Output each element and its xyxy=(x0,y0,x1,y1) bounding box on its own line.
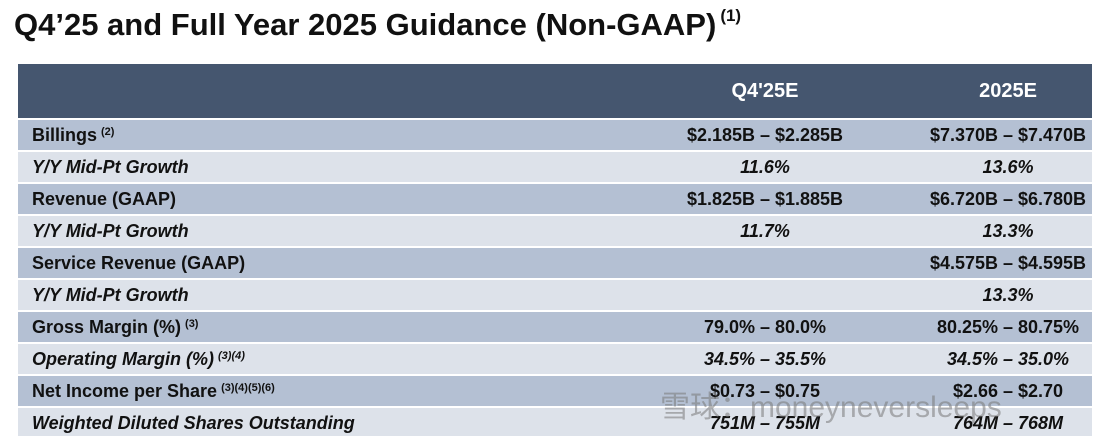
guidance-table: Q4'25E 2025E Billings (2) $2.185B – $2.285… xyxy=(18,64,1092,436)
table-row: Service Revenue (GAAP) $4.575B – $4.595B xyxy=(18,248,1092,280)
fy-value: 13.3% xyxy=(982,220,1034,241)
watermark: 雪球：moneyneversleeps xyxy=(660,391,1002,424)
q4-value: $0.73 – $0.75 xyxy=(709,380,821,401)
fy-value: $7.370B – $7.470B xyxy=(929,124,1087,145)
row-label: Gross Margin (%) xyxy=(32,316,182,337)
table-row: Operating Margin (%) (3)(4) 34.5% – 35.5% 3… xyxy=(18,344,1092,376)
q4-value: 79.0% – 80.0% xyxy=(703,316,827,337)
fy-value: 80.25% – 80.75% xyxy=(936,316,1080,337)
fy-value: $2.66 – $2.70 xyxy=(952,380,1064,401)
row-label: Operating Margin (%) xyxy=(32,348,215,369)
table-row: Revenue (GAAP) $1.825B – $1.885B $6.720B –… xyxy=(18,184,1092,216)
row-label: Weighted Diluted Shares Outstanding xyxy=(32,412,355,433)
row-label-cell: Y/Y Mid-Pt Growth xyxy=(18,221,650,242)
title-note: (1) xyxy=(720,6,742,25)
row-label-cell: Billings (2) xyxy=(18,125,650,146)
footnote-ref: (2) xyxy=(101,125,115,138)
table-row: Y/Y Mid-Pt Growth 13.3% xyxy=(18,280,1092,312)
q4-value: 34.5% – 35.5% xyxy=(703,348,827,369)
footnote-ref: (3)(4) xyxy=(218,349,245,362)
table-row: Gross Margin (%) (3) 79.0% – 80.0% 80.25% –… xyxy=(18,312,1092,344)
row-label: Revenue (GAAP) xyxy=(32,188,177,209)
header-row: Q4'25E 2025E xyxy=(18,64,1092,120)
q4-value: 11.6% xyxy=(740,156,790,177)
table-row: Weighted Diluted Shares Outstanding 751M … xyxy=(18,408,1092,436)
row-label: Service Revenue (GAAP) xyxy=(32,252,246,273)
row-label-cell: Gross Margin (%) (3) xyxy=(18,317,650,338)
row-label-cell: Service Revenue (GAAP) xyxy=(18,253,650,274)
footnote-ref: (3) xyxy=(185,317,199,330)
row-label-cell: Revenue (GAAP) xyxy=(18,189,650,210)
q4-value: $1.825B – $1.885B xyxy=(686,188,844,209)
row-label-cell: Operating Margin (%) (3)(4) xyxy=(18,349,650,370)
fy-value: $6.720B – $6.780B xyxy=(929,188,1087,209)
row-label-cell: Y/Y Mid-Pt Growth xyxy=(18,285,650,306)
table-row: Net Income per Share (3)(4)(5)(6) $0.73 – … xyxy=(18,376,1092,408)
table-row: Billings (2) $2.185B – $2.285B $7.370B – $7… xyxy=(18,120,1092,152)
title-text: Q4’25 and Full Year 2025 Guidance (Non-G… xyxy=(14,7,717,42)
row-label-cell: Weighted Diluted Shares Outstanding xyxy=(18,413,650,434)
table-row: Y/Y Mid-Pt Growth 11.6% 13.6% xyxy=(18,152,1092,184)
row-label-cell: Y/Y Mid-Pt Growth xyxy=(18,157,650,178)
fy-value: $4.575B – $4.595B xyxy=(929,252,1087,273)
q4-value: $2.185B – $2.285B xyxy=(686,124,844,145)
row-label: Y/Y Mid-Pt Growth xyxy=(32,156,189,177)
row-label: Net Income per Share xyxy=(32,380,218,401)
fy-value: 764M – 768M xyxy=(952,412,1064,433)
header-cell: 2025E xyxy=(979,79,1037,102)
q4-value: 11.7% xyxy=(740,220,790,241)
fy-value: 13.3% xyxy=(982,284,1034,305)
q4-value: 751M – 755M xyxy=(709,412,821,433)
footnote-ref: (3)(4)(5)(6) xyxy=(221,381,275,394)
row-label-cell: Net Income per Share (3)(4)(5)(6) xyxy=(18,381,650,402)
title: Q4’25 and Full Year 2025 Guidance (Non-G… xyxy=(14,6,741,43)
fy-value: 34.5% – 35.0% xyxy=(946,348,1070,369)
row-label: Y/Y Mid-Pt Growth xyxy=(32,220,189,241)
row-label: Billings xyxy=(32,124,98,145)
row-label: Y/Y Mid-Pt Growth xyxy=(32,284,189,305)
fy-value: 13.6% xyxy=(982,156,1034,177)
header-cell: Q4'25E xyxy=(731,79,799,102)
table-row: Y/Y Mid-Pt Growth 11.7% 13.3% xyxy=(18,216,1092,248)
